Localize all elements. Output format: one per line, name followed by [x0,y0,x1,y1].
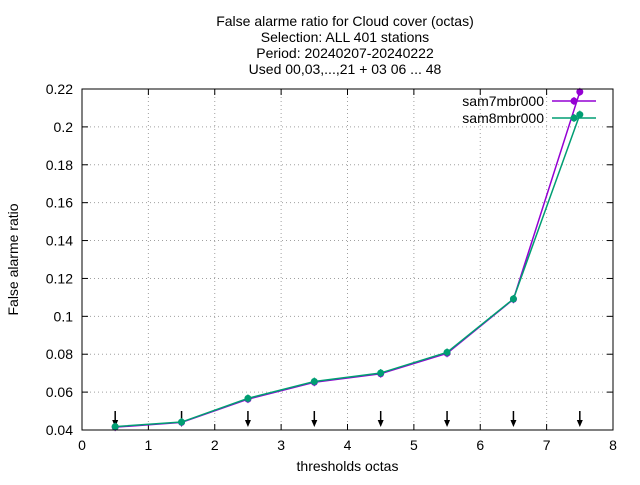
y-tick-label: 0.04 [46,422,73,438]
x-tick-label: 3 [277,437,285,453]
threshold-arrow-head [244,420,251,427]
title-line: Used 00,03,...,21 + 03 06 ... 48 [249,61,442,77]
x-tick-label: 7 [543,437,551,453]
threshold-arrows [112,411,583,427]
series [111,87,584,432]
y-tick-label: 0.14 [46,233,73,249]
x-tick-label: 6 [476,437,484,453]
y-tick-label: 0.08 [46,346,73,362]
x-tick-label: 0 [78,437,86,453]
legend-label: sam7mbr000 [462,93,544,109]
x-tick-label: 2 [211,437,219,453]
chart-title: False alarme ratio for Cloud cover (octa… [216,13,474,77]
axis-ticks: 0 1 2 3 4 5 6 7 8 0.04 0.06 0.08 0.1 0.12 0.14 0.16 0.18… [46,81,617,453]
threshold-arrow-head [377,420,384,427]
threshold-arrow-head [311,420,318,427]
y-axis-label: False alarme ratio [5,203,21,315]
title-line: False alarme ratio for Cloud cover (octa… [216,13,474,29]
y-tick-label: 0.06 [46,384,73,400]
threshold-arrow-head [510,420,517,427]
x-axis-label: thresholds octas [297,458,399,474]
y-tick-label: 0.2 [54,119,74,135]
y-tick-label: 0.12 [46,270,73,286]
threshold-arrow-head [576,420,583,427]
x-tick-label: 1 [144,437,152,453]
title-line: Period: 20240207-20240222 [256,45,434,61]
y-tick-label: 0.1 [54,308,74,324]
y-tick-label: 0.18 [46,157,73,173]
title-line: Selection: ALL 401 stations [261,29,429,45]
x-tick-label: 4 [344,437,352,453]
grid [82,89,613,430]
x-tick-label: 8 [609,437,617,453]
legend-label: sam8mbr000 [462,110,544,126]
y-tick-label: 0.16 [46,195,73,211]
y-tick-label: 0.22 [46,81,73,97]
threshold-arrow-head [444,420,451,427]
series-line [115,114,581,428]
x-tick-label: 5 [410,437,418,453]
plot-frame [81,88,614,431]
